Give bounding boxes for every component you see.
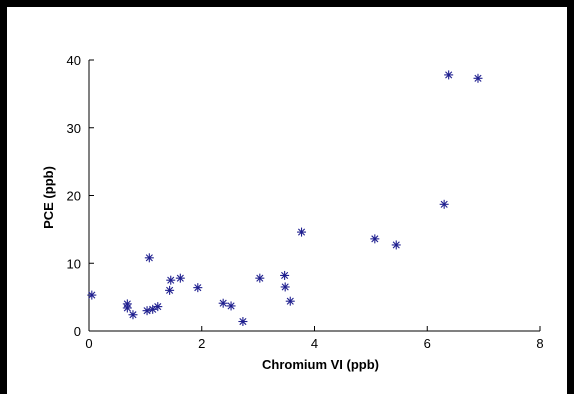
y-tick-label: 40 — [67, 53, 81, 68]
x-tick-label: 0 — [85, 336, 92, 351]
scatter-point — [280, 282, 290, 292]
y-tick-label: 30 — [67, 121, 81, 136]
x-tick-label: 2 — [198, 336, 205, 351]
scatter-point — [218, 298, 228, 308]
scatter-point — [473, 73, 483, 83]
x-tick-label: 6 — [424, 336, 431, 351]
scatter-point — [444, 70, 454, 80]
scatter-point — [280, 270, 290, 280]
scatter-point — [193, 283, 203, 293]
data-points — [87, 70, 483, 327]
scatter-point — [370, 234, 380, 244]
scatter-point — [226, 301, 236, 311]
scatter-point — [87, 290, 97, 300]
scatter-point — [285, 296, 295, 306]
scatter-point — [144, 253, 154, 263]
x-tick-label: 8 — [536, 336, 543, 351]
y-tick-label: 10 — [67, 256, 81, 271]
x-tick-label: 4 — [311, 336, 318, 351]
scatter-point — [165, 285, 175, 295]
scatter-point — [153, 302, 163, 312]
scatter-point — [238, 317, 248, 327]
scatter-point — [175, 273, 185, 283]
chart-axes — [88, 60, 540, 332]
scatter-point — [439, 199, 449, 209]
x-axis-label: Chromium VI (ppb) — [262, 357, 379, 372]
y-axis-label: PCE (ppb) — [41, 166, 56, 229]
y-tick-label: 0 — [74, 324, 81, 339]
scatter-chart: 0 2 4 6 8 0 10 20 30 40 Chromium VI (ppb) PCE (pp… — [41, 53, 544, 372]
scatter-point — [142, 306, 152, 316]
axis-tick-labels: 0 2 4 6 8 0 10 20 30 40 — [67, 53, 544, 351]
scatter-point — [128, 310, 138, 320]
scatter-point — [148, 304, 158, 314]
scatter-point — [391, 240, 401, 250]
y-tick-label: 20 — [67, 189, 81, 204]
scatter-point — [297, 227, 307, 237]
axis-ticks — [88, 59, 541, 332]
scatter-point — [122, 303, 132, 313]
scatter-point — [255, 273, 265, 283]
scatter-point — [166, 275, 176, 285]
